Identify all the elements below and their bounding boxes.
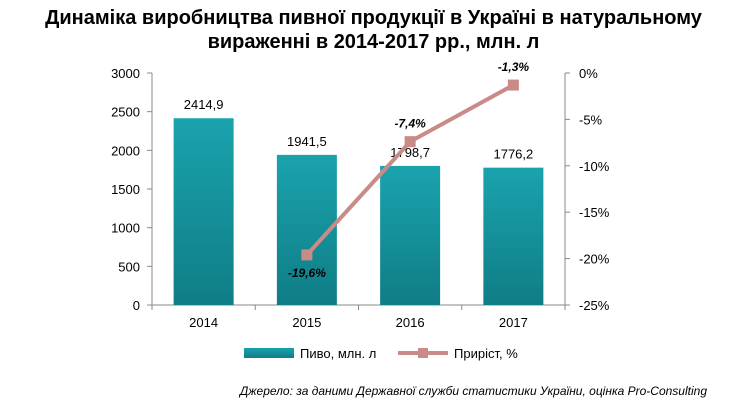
bar xyxy=(483,167,544,305)
chart-title: Динаміка виробництва пивної продукції в … xyxy=(0,6,747,54)
bar-value-label: 1941,5 xyxy=(287,134,327,149)
growth-value-label: -7,4% xyxy=(394,117,426,131)
y-left-tick-label: 0 xyxy=(133,298,140,313)
bar-value-label: 1798,7 xyxy=(390,145,430,160)
y-right-tick-label: 0% xyxy=(579,66,598,81)
x-tick-label: 2015 xyxy=(292,315,321,330)
chart-title-line-2: вираженні в 2014-2017 рр., млн. л xyxy=(207,31,540,53)
y-left-tick-label: 500 xyxy=(118,259,140,274)
growth-value-label: -1,3% xyxy=(498,60,530,74)
y-right-tick-label: -5% xyxy=(579,112,603,127)
legend-bar-swatch xyxy=(244,348,294,358)
y-right-tick-label: -15% xyxy=(579,205,610,220)
bar xyxy=(380,165,441,305)
legend-line-label: Приріст, % xyxy=(454,346,518,361)
growth-marker xyxy=(404,136,416,148)
growth-marker xyxy=(507,79,519,91)
x-tick-label: 2017 xyxy=(499,315,528,330)
y-left-tick-label: 2500 xyxy=(111,105,140,120)
y-left-tick-label: 2000 xyxy=(111,143,140,158)
y-left-tick-label: 1500 xyxy=(111,182,140,197)
bar xyxy=(276,154,337,305)
chart-title-line-1: Динаміка виробництва пивної продукції в … xyxy=(45,7,702,29)
growth-marker xyxy=(301,249,313,261)
y-left-tick-label: 3000 xyxy=(111,66,140,81)
legend-bar-label: Пиво, млн. л xyxy=(300,346,376,361)
y-right-tick-label: -10% xyxy=(579,159,610,174)
bar-value-label: 1776,2 xyxy=(493,147,533,162)
source-note: Джерело: за даними Державної служби стат… xyxy=(239,384,707,398)
growth-value-label: -19,6% xyxy=(288,266,326,280)
bar xyxy=(173,118,234,305)
x-tick-label: 2014 xyxy=(189,315,218,330)
y-right-tick-label: -20% xyxy=(579,252,610,267)
bar-value-label: 2414,9 xyxy=(184,97,224,112)
x-tick-label: 2016 xyxy=(396,315,425,330)
legend-line-marker xyxy=(418,348,428,358)
y-right-tick-label: -25% xyxy=(579,298,610,313)
y-left-tick-label: 1000 xyxy=(111,221,140,236)
